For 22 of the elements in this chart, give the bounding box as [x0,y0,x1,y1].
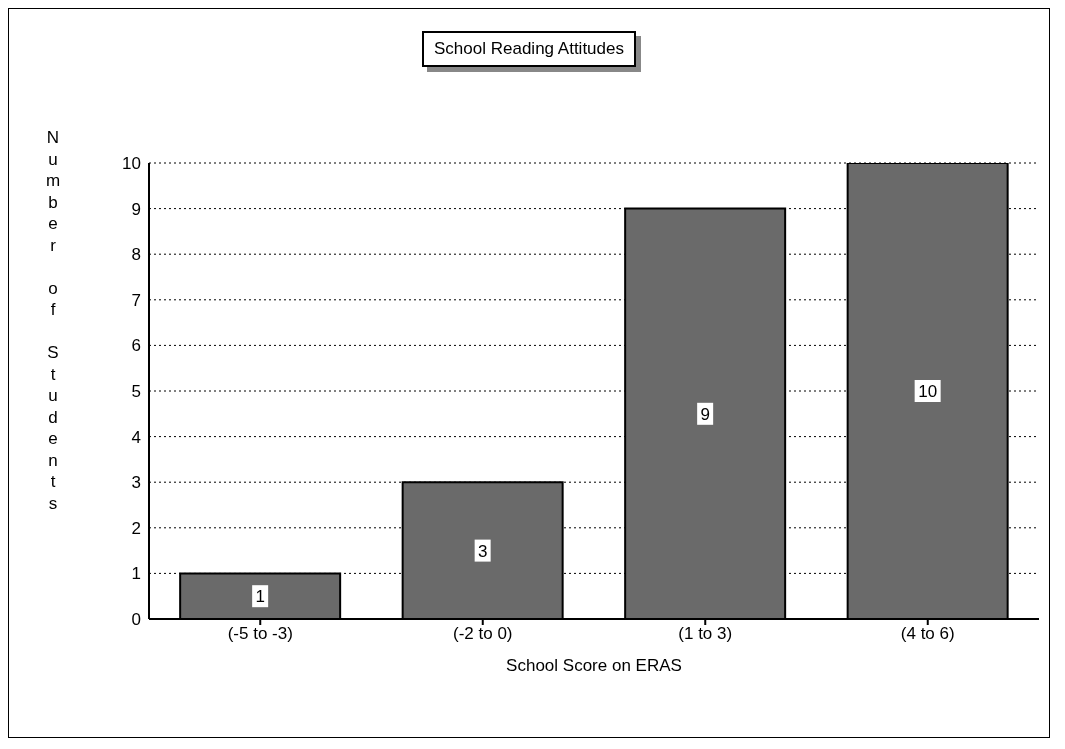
x-tick-label: (4 to 6) [900,624,955,644]
y-tick-label: 7 [131,290,141,310]
y-tick-label: 2 [131,518,141,538]
x-tick-label: (-2 to 0) [452,624,513,644]
text: Number of Students [45,128,61,513]
x-tick-label: (-5 to -3) [227,624,293,644]
y-tick-label: 8 [131,245,141,265]
y-tick-label: 5 [131,382,141,402]
data-label: 1 [255,587,265,607]
y-tick-label: 1 [131,564,141,584]
y-tick-label: 10 [122,154,141,174]
y-tick-label: 9 [131,199,141,219]
data-label: 3 [477,541,488,561]
y-tick-label: 4 [131,427,141,447]
y-tick-label: 6 [131,336,141,356]
data-label: 10 [918,382,938,401]
data-label: 9 [700,404,710,424]
x-axis-title: School Score on ERAS [506,656,682,675]
y-tick-label: 0 [131,610,141,630]
x-tick-label: (1 to 3) [678,624,733,644]
y-tick-label: 3 [131,473,141,493]
chart-title: School Reading Attitudes [422,31,636,67]
